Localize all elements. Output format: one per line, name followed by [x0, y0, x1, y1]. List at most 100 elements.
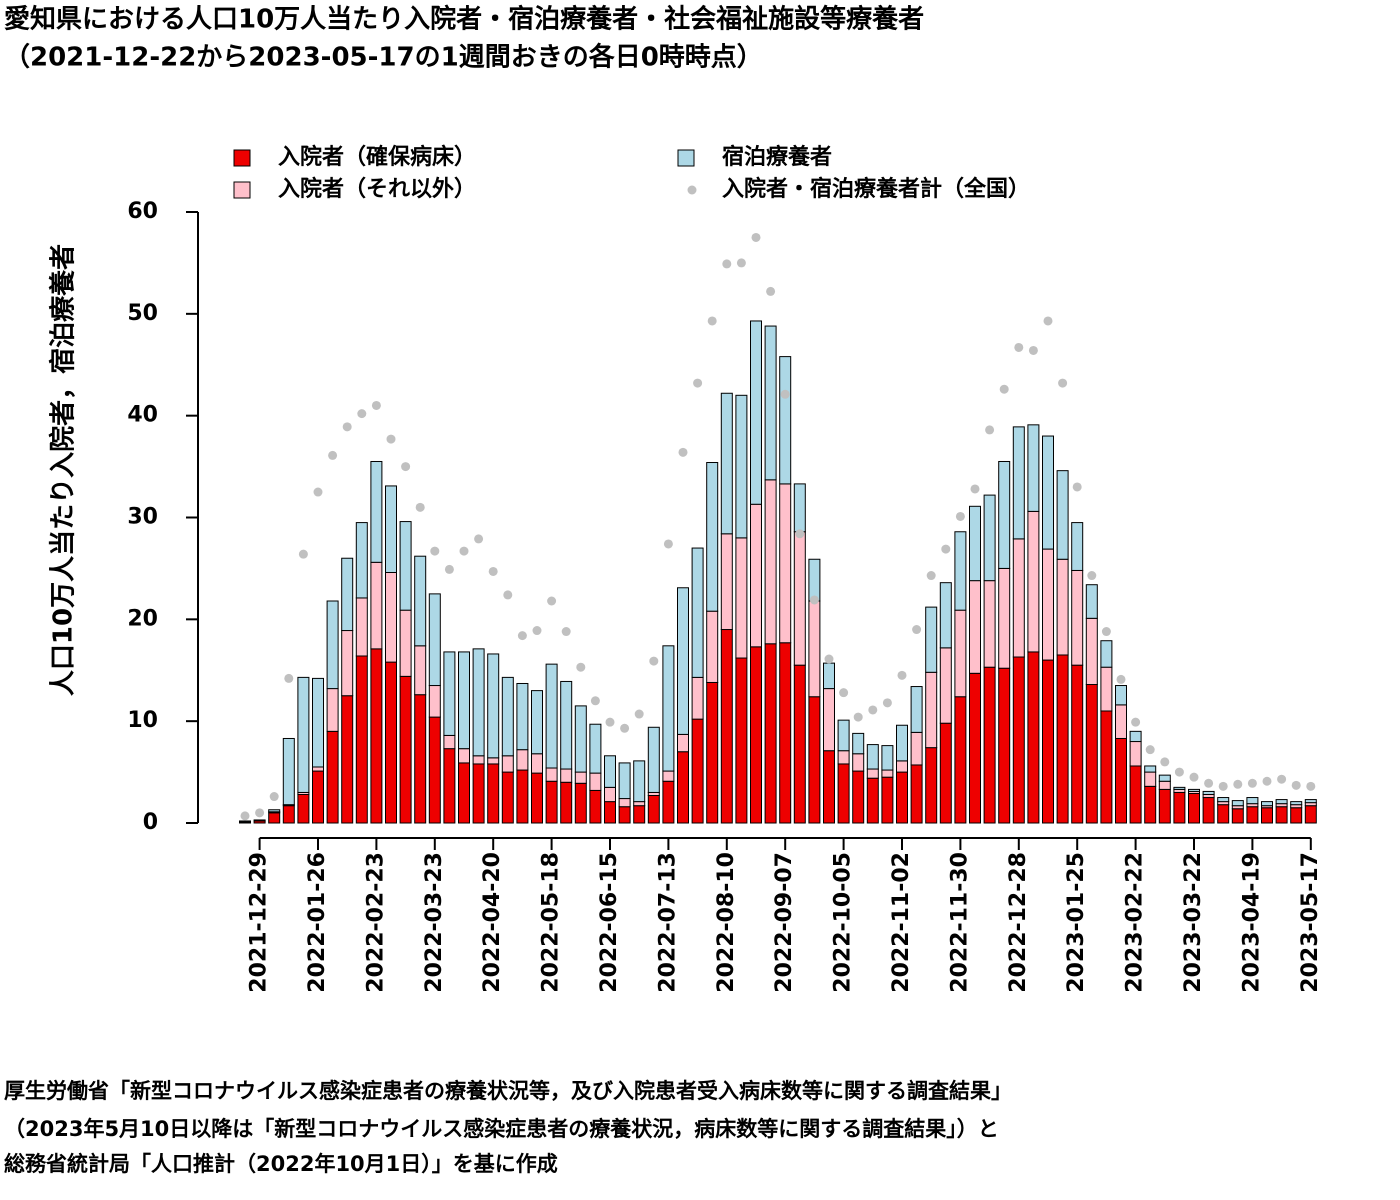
bar-segment [1042, 659, 1054, 824]
bar-segment [326, 730, 339, 824]
dot [386, 434, 396, 444]
x-tick-label: 2023-01-25 [1064, 852, 1089, 993]
bar-segment [1129, 730, 1142, 743]
bar-segment [998, 460, 1011, 569]
bar-segment [1188, 788, 1200, 792]
bar-segment [618, 798, 631, 808]
bar-segment [896, 771, 908, 824]
dot [985, 425, 995, 435]
dot [1058, 378, 1068, 388]
y-tick-label: 10 [127, 708, 158, 733]
dot [1291, 780, 1301, 790]
bar-segment [1085, 617, 1098, 686]
bar-segment [720, 629, 733, 824]
note: 厚生労働省「新型コロナウイルス感染症患者の療養状況等，及び入院患者受入病床数等に… [4, 1079, 1012, 1103]
bar-segment [414, 645, 427, 696]
dot [649, 656, 659, 666]
bar-segment [764, 479, 777, 645]
bar-segment [1027, 510, 1040, 653]
y-tick-label: 50 [127, 301, 158, 326]
bar-segment [910, 731, 923, 766]
bar-segment [735, 394, 748, 539]
bar-segment [633, 760, 646, 803]
bar-segment [370, 648, 383, 824]
bar-segment [969, 672, 981, 824]
bar-segment [1056, 654, 1069, 824]
bar-segment [428, 716, 441, 824]
bar-segment [954, 531, 967, 611]
bar-segment [312, 677, 324, 768]
dot [955, 511, 965, 521]
bar-segment [647, 795, 660, 824]
bar-segment [983, 666, 996, 824]
bar-segment [983, 494, 996, 582]
dot [809, 595, 819, 605]
bar-segment [385, 661, 397, 824]
x-tick-label: 2022-12-28 [1006, 852, 1031, 993]
bar-segment [808, 558, 821, 602]
bar-segment [764, 325, 777, 481]
bar-segment [428, 593, 441, 687]
x-tick-label: 2022-01-26 [305, 852, 330, 993]
bar-segment [1071, 522, 1084, 571]
x-tick-label: 2023-03-22 [1181, 852, 1206, 993]
dot [590, 696, 600, 706]
dot [941, 544, 951, 554]
bar-segment [1012, 538, 1025, 658]
bar-segment [341, 557, 354, 632]
dot [313, 487, 323, 497]
bar-segment [604, 801, 616, 824]
bar-segment [647, 726, 660, 793]
bar-segment [487, 763, 500, 824]
bar-segment [1115, 704, 1127, 739]
bar-segment [1144, 765, 1157, 773]
x-tick-label: 2022-04-20 [480, 852, 505, 993]
dot [1262, 776, 1272, 786]
dot [240, 811, 250, 821]
x-tick-label: 2022-07-13 [655, 852, 680, 993]
bar-segment [808, 600, 821, 698]
x-tick-label: 2022-11-02 [889, 852, 914, 993]
dot [1131, 717, 1141, 727]
bar-segment [516, 682, 529, 751]
dot [269, 792, 279, 802]
bar-segment [910, 764, 923, 824]
bar-segment [604, 786, 616, 803]
dot [284, 673, 294, 683]
dot [663, 539, 673, 549]
legend-label: 入院者（それ以外） [278, 176, 476, 202]
dot [897, 670, 907, 680]
dot [371, 400, 381, 410]
bar-segment [1144, 771, 1157, 787]
bar-segment [1071, 569, 1084, 666]
dot [693, 378, 703, 388]
dot [736, 258, 746, 268]
dot [853, 712, 863, 722]
bar-segment [939, 722, 952, 824]
dot [517, 631, 527, 641]
bar-segment [239, 820, 251, 823]
dot [1014, 342, 1024, 352]
dot [357, 409, 367, 419]
dot [342, 422, 352, 432]
bar-segment [574, 771, 587, 784]
bar-segment [1304, 799, 1317, 804]
bar-segment [545, 663, 558, 769]
dot [430, 546, 440, 556]
x-tick-label: 2021-12-29 [247, 852, 272, 993]
bar-segment [925, 747, 938, 824]
bar-segment [414, 694, 427, 824]
dot [328, 450, 338, 460]
bar-segment [1158, 780, 1171, 790]
bar-segment [370, 460, 383, 563]
bar-segment [326, 688, 339, 732]
bar-segment [282, 805, 295, 824]
dot [298, 549, 308, 559]
bar-segment [472, 755, 485, 765]
bar-segment [1100, 640, 1113, 668]
x-tick-label: 2022-10-05 [831, 852, 856, 993]
dot [488, 566, 498, 576]
bar-segment [355, 655, 368, 824]
bar-segment [983, 580, 996, 668]
bar-segment [297, 676, 310, 793]
